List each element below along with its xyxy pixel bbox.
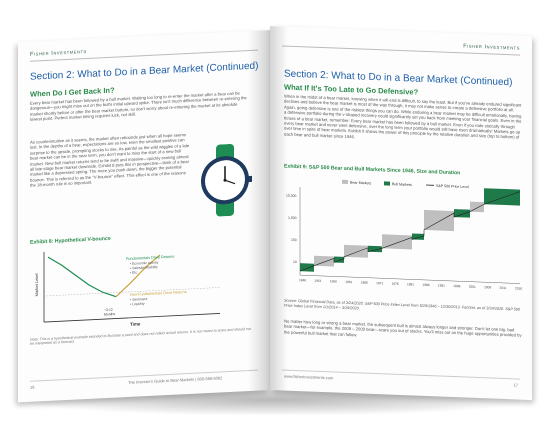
x-tick-label: 2001 bbox=[469, 285, 476, 289]
x-axis bbox=[300, 274, 520, 284]
y-axis-label: Market Level bbox=[34, 273, 39, 296]
x-tick-label: 2016 bbox=[515, 286, 522, 290]
bear-bull-chart: Bear Markets Bull Markets S&P 500 Price … bbox=[286, 179, 522, 291]
x-tick-label: 1986 bbox=[422, 283, 429, 287]
gutter-shade bbox=[248, 30, 270, 392]
fundamentals-line bbox=[47, 256, 117, 298]
non-fundamentals-label: Non-Fundamentals Drive Returns bbox=[130, 290, 187, 297]
paragraph: When in the midst of a bear market, know… bbox=[284, 93, 522, 141]
legend-line: S&P 500 Price Level bbox=[436, 184, 469, 189]
y-tick-label: 10 bbox=[293, 260, 297, 264]
x-tick-label: 1971 bbox=[376, 281, 383, 285]
y-tick-label: 100 bbox=[291, 238, 297, 242]
x-tick-label: 1951 bbox=[314, 279, 321, 283]
paragraph: As counterintuitive as it seems, the mar… bbox=[30, 132, 190, 188]
section-title: Section 2: What to Do in a Bear Market (… bbox=[30, 60, 259, 83]
bear-bar bbox=[424, 209, 454, 232]
gutter-shade bbox=[270, 26, 288, 391]
x-axis-label: Time bbox=[130, 321, 141, 327]
fund-item: • Etc. bbox=[130, 270, 138, 274]
x-tick-label: 1956 bbox=[330, 279, 337, 283]
paragraph: No matter how long or strong a bear mark… bbox=[284, 318, 522, 339]
x-tick-label: 2006 bbox=[484, 285, 491, 289]
right-page: Fisher Investments Section 2: What to Do… bbox=[270, 26, 532, 401]
legend-bear-swatch bbox=[342, 179, 348, 184]
interval-label: ~3-12 bbox=[104, 308, 113, 312]
fund-item: • Sales/profitability bbox=[130, 265, 158, 270]
x-tick-label: 1976 bbox=[392, 282, 399, 286]
x-tick-label: 1961 bbox=[345, 280, 352, 284]
dashed-level bbox=[44, 287, 220, 297]
fundamentals-label: Fundamentals Drive Returns bbox=[126, 255, 174, 261]
bull-bar bbox=[484, 188, 520, 206]
brand-logo: Fisher Investments bbox=[30, 48, 87, 58]
x-tick-label: 1966 bbox=[361, 280, 368, 284]
bear-bar bbox=[344, 244, 368, 258]
market-bars bbox=[300, 188, 520, 272]
v-bounce-chart: Market Level Time Fundamentals Drive Ret… bbox=[34, 252, 220, 327]
brand-logo: Fisher Investments bbox=[463, 43, 520, 52]
legend-bull-swatch bbox=[384, 181, 390, 186]
left-page: Fisher Investments Section 2: What to Do… bbox=[18, 30, 270, 403]
legend-bear: Bear Markets bbox=[350, 181, 372, 186]
fund-item: • Economic activity bbox=[130, 260, 159, 265]
y-tick-label: 10,000 bbox=[286, 194, 296, 198]
interval-unit: Months bbox=[104, 312, 115, 317]
x-tick-label: 2011 bbox=[500, 286, 507, 290]
x-tick-label: 1946 bbox=[299, 278, 306, 282]
x-tick-label: 1981 bbox=[407, 282, 414, 286]
page-number: 17 bbox=[513, 382, 518, 388]
watch-icon bbox=[201, 143, 252, 217]
y-tick-label: 1,000 bbox=[288, 216, 297, 220]
x-tick-labels: 1946 1951 1956 1961 1966 1971 1976 1981 1986 1991… bbox=[299, 278, 522, 291]
non-fundamentals-line bbox=[115, 254, 161, 298]
x-tick-label: 1991 bbox=[438, 283, 445, 287]
page-number: 16 bbox=[30, 384, 35, 390]
sp500-line bbox=[299, 191, 521, 272]
footer-url: www.fisherinvestments.com bbox=[284, 373, 334, 381]
source-note: Source: Global Financial Data, as of 3/2… bbox=[284, 298, 521, 312]
exhibit-title: Exhibit 8: Hypothetical V-bounce bbox=[30, 235, 111, 246]
nonfund-item: • Liquidity bbox=[130, 302, 145, 307]
x-axis bbox=[44, 313, 220, 323]
legend-bull: Bull Markets bbox=[392, 182, 412, 187]
footer-text: The Investor's Guide to Bear Markets | 8… bbox=[128, 375, 223, 385]
bear-bar bbox=[382, 234, 412, 250]
nonfund-item: • Sentiment bbox=[130, 297, 147, 302]
x-tick-label: 1996 bbox=[453, 284, 460, 288]
